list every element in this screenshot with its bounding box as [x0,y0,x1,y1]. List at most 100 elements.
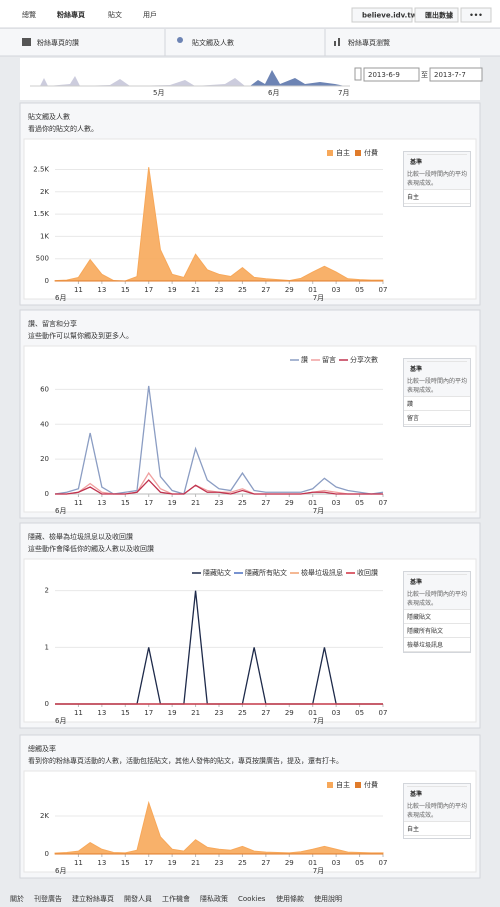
nav-item[interactable]: 貼文 [108,10,122,19]
benchmark-item: 留言 [404,410,470,424]
x-tick-label: 19 [168,499,177,507]
timeline-month: 6月 [268,89,279,97]
tab[interactable]: 粉絲專頁的讚 [37,38,79,47]
benchmark-header: 基準 比較一段時間內的平均表現成效。 [404,784,470,821]
chart-subtitle: 看到你的粉絲專頁活動的人數，活動包括貼文，其他人發佈的貼文，專頁按讚廣告，提及，… [28,756,343,765]
x-tick-label: 07 [379,499,388,507]
x-tick-label: 17 [144,499,153,507]
nav-item[interactable]: 用戶 [143,10,157,19]
legend-label: 隱藏所有貼文 [245,568,287,577]
chart-title: 總觸及率 [28,744,56,753]
export-button[interactable] [414,7,459,23]
y-tick-label: 2.5K [33,165,49,173]
chart-area [23,558,477,723]
nav-item[interactable]: 粉絲專頁 [57,10,85,19]
benchmark-item: 讚 [404,396,470,410]
y-tick-label: 2 [45,587,49,595]
timeline-month: 7月 [338,89,349,97]
x-tick-label: 01 [308,499,317,507]
x-tick-label: 03 [332,859,341,867]
x-tick-label: 23 [215,499,224,507]
x-tick-label: 23 [215,859,224,867]
y-tick-label: 60 [40,385,49,393]
timeline-selection [250,70,345,86]
legend-swatch [355,150,361,156]
start-date-text: 2013-6-9 [368,71,400,79]
tab-icon [338,38,340,46]
footer-link: 建立粉絲專頁 [72,894,114,903]
benchmark-item: 隱藏所有貼文 [404,623,470,637]
end-date[interactable] [429,67,483,82]
x-tick-label: 29 [285,499,294,507]
x-tick-label: 27 [261,709,270,717]
nav-item[interactable]: 總覽 [22,10,36,19]
benchmark-title: 基準 [407,786,467,800]
x-tick-label: 15 [121,859,130,867]
range-separator: 至 [421,71,428,79]
benchmark-header: 基準 比較一段時間內的平均表現成效。 [404,572,470,609]
x-tick-label: 11 [74,286,83,294]
x-tick-label: 13 [97,859,106,867]
site-button[interactable] [351,7,413,23]
x-tick-label: 21 [191,499,200,507]
y-tick-label: 1 [45,643,49,651]
x-tick-label: 03 [332,499,341,507]
x-tick-label: 25 [238,859,247,867]
x-tick-label: 03 [332,286,341,294]
y-tick-label: 1K [40,232,49,240]
legend-swatch [355,782,361,788]
benchmark-description: 比較一段時間內的平均表現成效。 [407,378,468,394]
x-group-label: 7月 [313,507,324,515]
start-date[interactable] [363,67,420,82]
chart-title: 隱藏、檢舉為垃圾訊息以及收回讚 [28,532,133,541]
tab[interactable]: 粉絲專頁瀏覽 [348,38,390,47]
x-tick-label: 19 [168,286,177,294]
legend-label: 讚 [301,355,308,364]
export-label: 匯出數據 [425,11,454,20]
x-tick-label: 11 [74,709,83,717]
x-tick-label: 01 [308,709,317,717]
area [54,167,384,282]
x-tick-label: 07 [379,286,388,294]
tab-bar [0,29,500,56]
x-tick-label: 15 [121,499,130,507]
tab[interactable]: 貼文觸及人數 [192,38,234,47]
tab-icon [177,37,183,43]
timeline-month: 5月 [153,89,164,97]
x-group-label: 6月 [55,867,66,875]
x-group-label: 6月 [55,507,66,515]
footer-link: 開發人員 [124,894,152,903]
site-name: believe.idv.tw [362,12,418,20]
legend-label: 收回讚 [357,568,378,577]
chart-subtitle: 這些動作會降低你的觸及人數以及收回讚 [28,544,154,553]
x-tick-label: 25 [238,286,247,294]
x-tick-label: 13 [97,709,106,717]
legend-label: 付費 [364,780,378,789]
more-button[interactable] [460,7,492,23]
legend-swatch [327,782,333,788]
x-tick-label: 25 [238,709,247,717]
x-tick-label: 27 [261,859,270,867]
x-group-label: 7月 [313,294,324,302]
x-tick-label: 01 [308,286,317,294]
chart-area [23,770,477,873]
benchmark-item: 檢舉垃圾訊息 [404,637,470,651]
legend-label: 檢舉垃圾訊息 [301,568,343,577]
x-tick-label: 29 [285,709,294,717]
benchmark-item: 自主 [404,189,470,203]
x-tick-label: 11 [74,499,83,507]
benchmark-description: 比較一段時間內的平均表現成效。 [407,171,468,187]
x-tick-label: 15 [121,709,130,717]
tab-icon [334,41,336,46]
x-group-label: 6月 [55,717,66,725]
benchmark-title: 基準 [407,154,467,168]
calendar-icon[interactable] [354,67,362,81]
line [54,385,384,495]
x-tick-label: 23 [215,286,224,294]
